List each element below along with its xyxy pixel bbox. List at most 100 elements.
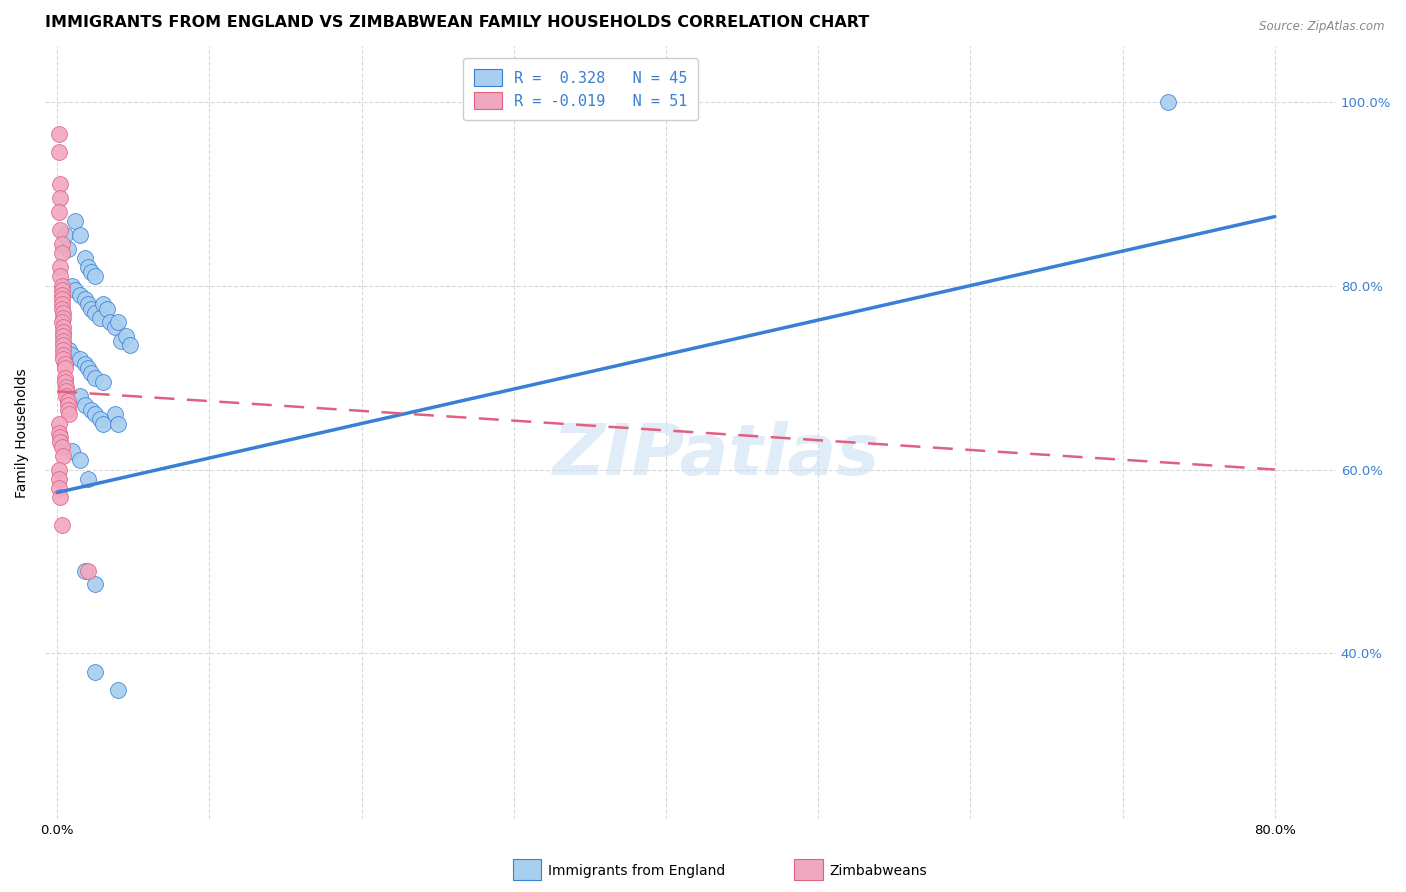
Point <box>51 301 73 316</box>
Legend: R =  0.328   N = 45, R = -0.019   N = 51: R = 0.328 N = 45, R = -0.019 N = 51 <box>464 58 697 120</box>
Y-axis label: Family Households: Family Households <box>15 368 30 498</box>
Point <box>1157 95 1180 109</box>
Point <box>51 517 73 532</box>
Point <box>100 315 122 329</box>
Point <box>48 462 70 476</box>
Point <box>49 490 72 504</box>
Point <box>49 430 72 444</box>
Point <box>79 301 101 316</box>
Point <box>69 227 91 242</box>
Point <box>73 357 96 371</box>
Text: IMMIGRANTS FROM ENGLAND VS ZIMBABWEAN FAMILY HOUSEHOLDS CORRELATION CHART: IMMIGRANTS FROM ENGLAND VS ZIMBABWEAN FA… <box>45 15 869 30</box>
Point <box>51 440 73 454</box>
Point <box>51 297 73 311</box>
Point <box>55 384 77 399</box>
Point <box>91 375 114 389</box>
Point <box>52 325 75 339</box>
Point <box>114 329 136 343</box>
Point <box>56 393 79 408</box>
Point <box>73 398 96 412</box>
Text: Zimbabweans: Zimbabweans <box>830 863 927 878</box>
Point <box>89 310 111 325</box>
Point <box>49 260 72 275</box>
Point <box>110 334 132 348</box>
Point <box>53 375 76 389</box>
Point <box>53 357 76 371</box>
Point <box>79 265 101 279</box>
Point <box>91 417 114 431</box>
Point <box>48 127 70 141</box>
Point <box>60 278 83 293</box>
Point <box>48 145 70 160</box>
Point <box>69 287 91 301</box>
Point <box>49 178 72 192</box>
Point <box>79 402 101 417</box>
Point <box>55 380 77 394</box>
Point <box>89 412 111 426</box>
Point <box>107 417 129 431</box>
Point <box>52 320 75 334</box>
Point <box>49 191 72 205</box>
Point <box>52 449 75 463</box>
Point <box>52 310 75 325</box>
Point <box>56 242 79 256</box>
Point <box>49 434 72 449</box>
Point <box>84 269 107 284</box>
Point <box>73 564 96 578</box>
Point <box>48 205 70 219</box>
Point <box>65 283 87 297</box>
Point <box>58 407 80 421</box>
Point <box>69 352 91 367</box>
Point <box>60 347 83 361</box>
Point <box>73 293 96 307</box>
Point <box>51 283 73 297</box>
Point <box>52 347 75 361</box>
Point <box>69 453 91 467</box>
Point <box>76 472 98 486</box>
Point <box>107 315 129 329</box>
Point <box>548 95 571 109</box>
Text: Source: ZipAtlas.com: Source: ZipAtlas.com <box>1260 20 1385 33</box>
Point <box>48 417 70 431</box>
Point <box>52 334 75 348</box>
Point <box>51 278 73 293</box>
Point <box>51 246 73 260</box>
Point <box>84 665 107 679</box>
Point <box>107 683 129 698</box>
Point <box>76 297 98 311</box>
Point <box>84 306 107 320</box>
Point <box>60 444 83 458</box>
Point <box>76 361 98 376</box>
Point <box>58 343 80 357</box>
Point <box>65 214 87 228</box>
Point <box>53 227 76 242</box>
Point <box>56 402 79 417</box>
Text: ZIPatlas: ZIPatlas <box>553 421 880 491</box>
Point <box>69 389 91 403</box>
Point <box>73 251 96 265</box>
Point <box>84 577 107 591</box>
Point <box>49 223 72 237</box>
Point <box>52 306 75 320</box>
Point <box>48 425 70 440</box>
Point <box>84 407 107 421</box>
Point <box>76 260 98 275</box>
Point <box>51 293 73 307</box>
Point <box>53 361 76 376</box>
Point <box>52 329 75 343</box>
Point <box>96 301 118 316</box>
Point <box>51 287 73 301</box>
Point <box>52 343 75 357</box>
Point <box>91 297 114 311</box>
Point <box>51 237 73 252</box>
Point <box>120 338 142 352</box>
Point <box>48 481 70 495</box>
Point <box>52 338 75 352</box>
Point <box>49 269 72 284</box>
Point <box>104 407 127 421</box>
Point <box>55 389 77 403</box>
Point <box>48 472 70 486</box>
Point <box>84 370 107 384</box>
Point <box>76 564 98 578</box>
Point <box>51 315 73 329</box>
